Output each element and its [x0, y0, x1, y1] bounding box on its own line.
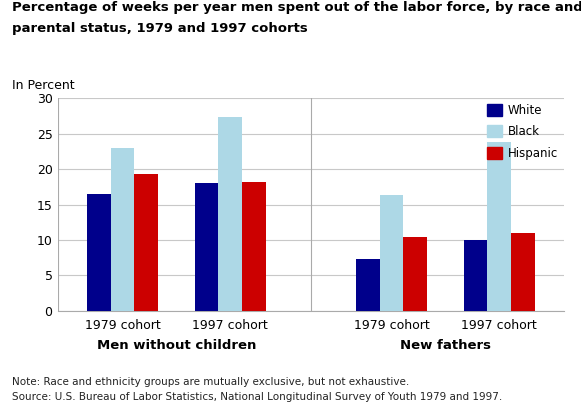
Bar	[111, 148, 134, 311]
Bar	[218, 117, 242, 311]
Text: In Percent: In Percent	[12, 79, 74, 92]
Text: Note: Race and ethnicity groups are mutually exclusive, but not exhaustive.: Note: Race and ethnicity groups are mutu…	[12, 377, 409, 387]
Bar	[134, 174, 158, 311]
Text: Men without children: Men without children	[96, 339, 256, 352]
Bar	[87, 194, 111, 311]
Bar	[403, 237, 427, 311]
Bar	[379, 195, 403, 311]
Bar	[464, 240, 487, 311]
Bar	[511, 233, 535, 311]
Text: Percentage of weeks per year men spent out of the labor force, by race and: Percentage of weeks per year men spent o…	[12, 1, 581, 14]
Text: parental status, 1979 and 1997 cohorts: parental status, 1979 and 1997 cohorts	[12, 22, 307, 36]
Text: Source: U.S. Bureau of Labor Statistics, National Longitudinal Survey of Youth 1: Source: U.S. Bureau of Labor Statistics,…	[12, 392, 502, 402]
Bar	[487, 142, 511, 311]
Bar	[242, 182, 266, 311]
Text: New fathers: New fathers	[400, 339, 491, 352]
Legend: White, Black, Hispanic: White, Black, Hispanic	[487, 104, 558, 160]
Bar	[356, 259, 379, 311]
Bar	[195, 183, 218, 311]
